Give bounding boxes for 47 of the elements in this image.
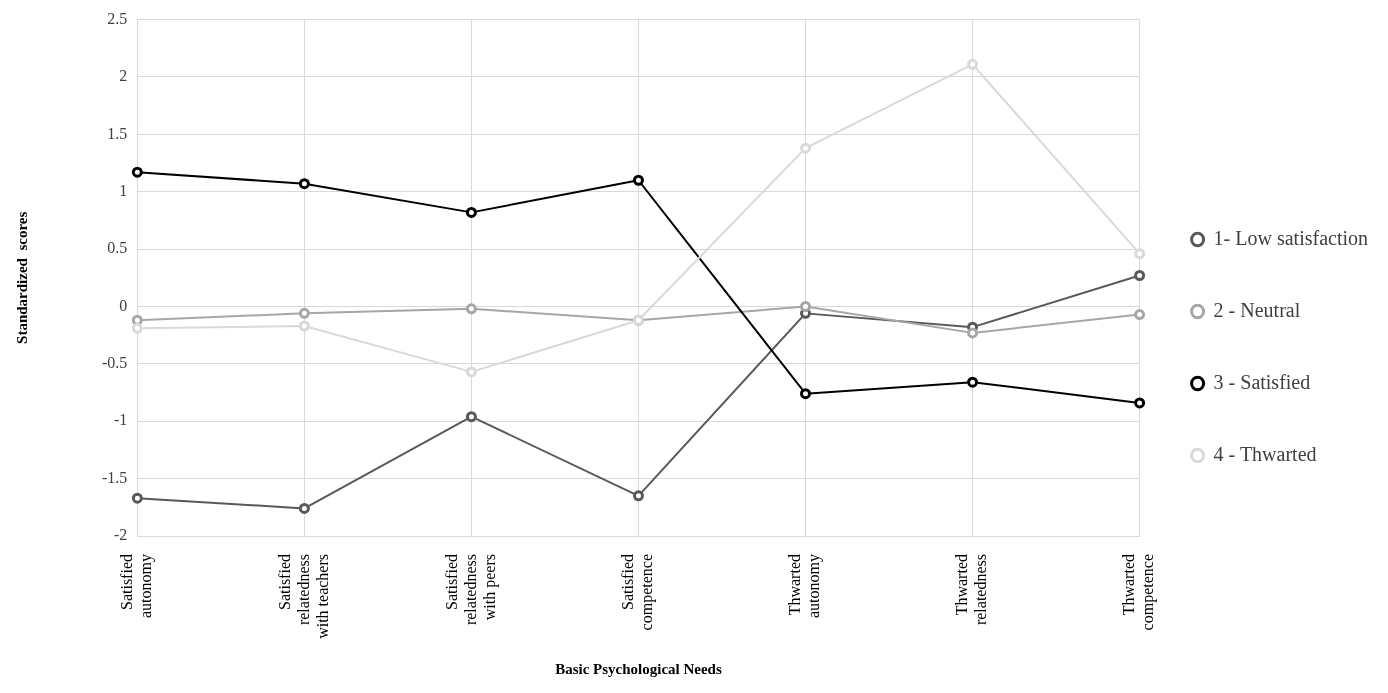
legend-label: 2 - Neutral (1213, 298, 1301, 321)
point (131, 492, 143, 504)
legend-label: 4 - Thwarted (1213, 442, 1317, 465)
point (967, 376, 979, 388)
point (1134, 270, 1146, 282)
x-tick-label: Thwarted competence (1120, 554, 1158, 631)
x-tick-label: Satisfied relatedness with teachers (275, 554, 331, 639)
x-tick-label: Satisfied competence (619, 554, 657, 631)
point (1134, 397, 1146, 409)
point (465, 303, 477, 315)
point (1134, 309, 1146, 321)
legend-label: 1- Low satisfaction (1213, 226, 1368, 249)
y-axis-title: Standardized scores (13, 211, 30, 344)
point (298, 178, 310, 190)
point (298, 307, 310, 319)
x-tick-label: Thwarted autonomy (786, 554, 824, 618)
point (131, 322, 143, 334)
point (632, 490, 644, 502)
y-tick-label: 0.5 (107, 239, 128, 257)
point (131, 166, 143, 178)
y-tick-label: -1.5 (102, 468, 128, 486)
point (298, 320, 310, 332)
point (1134, 248, 1146, 260)
x-tick-label: Satisfied autonomy (118, 554, 156, 618)
point (465, 411, 477, 423)
point (298, 502, 310, 514)
x-tick-label: Thwarted relatedness (953, 554, 990, 626)
point (465, 206, 477, 218)
x-tick-label: Satisfied relatedness with peers (442, 554, 499, 626)
point (131, 314, 143, 326)
point (800, 142, 812, 154)
point (800, 388, 812, 400)
point (800, 300, 812, 312)
point (465, 366, 477, 378)
y-tick-label: 0 (119, 296, 128, 314)
y-tick-label: 2 (119, 67, 128, 85)
y-tick-label: 2.5 (107, 9, 128, 27)
x-axis-title: Basic Psychological Needs (555, 660, 722, 677)
point (632, 174, 644, 186)
y-tick-label: 1.5 (107, 124, 128, 142)
y-tick-label: 1 (119, 181, 128, 199)
y-tick-label: -1 (114, 411, 128, 429)
legend-label: 3 - Satisfied (1213, 370, 1311, 393)
y-tick-label: -0.5 (102, 354, 128, 372)
point (967, 58, 979, 70)
point (967, 327, 979, 339)
y-tick-label: -2 (114, 526, 128, 544)
